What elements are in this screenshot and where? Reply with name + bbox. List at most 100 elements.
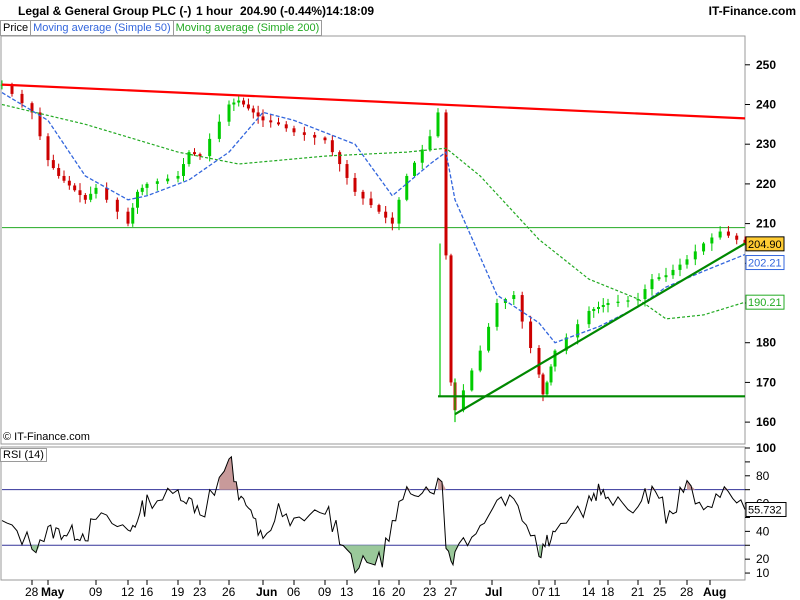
support-trendline [454,242,746,416]
candle-body [73,185,77,191]
candle-body [657,277,661,280]
price-tick-label-250: 250 [756,58,776,72]
candle-body [636,299,640,301]
candle-body [136,191,139,208]
price-tick-label-230: 230 [756,137,776,151]
candle-body [710,237,714,244]
candle-body [126,211,130,224]
candle-body [553,350,557,367]
x-tick-label-18: 18 [601,585,615,599]
resistance-trendline [1,83,746,120]
x-tick-label-21: 21 [631,585,645,599]
candle-body [198,154,202,157]
candle-body [145,183,149,188]
candle-body [743,239,747,244]
candle-body [361,191,365,199]
ma50-value-label-box [745,255,785,271]
x-tick-label-jun: Jun [256,585,277,599]
candle-body [397,199,401,224]
candle-body [693,251,697,260]
candle-body [261,116,265,121]
candle-body [94,187,98,194]
candle-body [601,304,605,307]
x-tick-label-26: 26 [222,585,236,599]
price-tick-label-210: 210 [756,217,776,231]
last-price-label-box [745,236,785,252]
price-tick-label-170: 170 [756,375,776,389]
candle-body [131,207,135,224]
candle-body [529,321,533,349]
x-tick-label-06: 06 [287,585,301,599]
x-tick-label-07: 07 [532,585,546,599]
x-tick-label-jul: Jul [485,585,502,599]
candle-body [678,264,682,270]
x-tick-label-28: 28 [680,585,694,599]
candle-body [246,104,250,109]
last-price-label: 204.90 [748,239,782,251]
x-tick-label-23: 23 [193,585,207,599]
candle-body [685,259,689,265]
legend-ma50[interactable]: Moving average (Simple 50) [30,20,174,36]
candle-body [115,199,119,212]
rsi-tick-label-10: 10 [756,566,770,580]
candle-body [140,187,144,192]
candle-body [182,164,185,176]
legend-price[interactable]: Price [0,20,32,36]
chart-header: Legal & General Group PLC (-) 1 hour 204… [0,0,800,20]
candle-body [478,350,482,371]
candle-body [89,193,93,200]
candle-body [369,198,373,206]
rsi-tick-label-20: 20 [756,552,770,566]
candle-body [487,326,491,351]
candle-body [105,187,109,200]
candle-body [461,390,465,411]
candle-body [377,205,381,212]
x-tick-label-27: 27 [444,585,458,599]
rsi-tick-label-40: 40 [756,524,770,538]
candle-body [269,120,273,123]
candle-body [176,175,180,179]
candle-body [428,136,432,150]
rsi-panel-label[interactable]: RSI (14) [0,448,47,462]
candle-body [292,128,296,133]
candle-body [702,243,706,252]
source-name: IT-Finance.com [708,4,796,18]
x-tick-label-23: 23 [423,585,437,599]
candle-body [597,306,600,309]
candle-body [323,137,327,141]
candle-body [353,177,357,192]
x-tick-label-14: 14 [582,585,596,599]
ma200-value-label: 190.21 [748,297,782,309]
candle-body [232,102,236,105]
candle-body [664,275,668,278]
rsi-tick-label-80: 80 [756,469,770,483]
candle-body [592,308,596,311]
candle-body [51,160,55,169]
x-tick-label-20: 20 [392,585,406,599]
candle-body [606,303,610,305]
candle-body [390,217,394,224]
candle-body [302,132,306,135]
legend-ma200[interactable]: Moving average (Simple 200) [172,20,323,36]
candle-body [671,269,675,276]
candle-body [420,149,424,163]
candle-body [242,100,246,105]
candle-body [20,93,24,104]
candle-body [67,180,71,186]
x-tick-label-11: 11 [548,585,561,599]
candle-body [78,190,82,196]
candle-body [650,279,654,290]
x-tick-label-09: 09 [89,585,103,599]
candle-body [541,374,545,395]
candle-body [284,124,288,129]
candle-body [643,289,647,300]
candle-body [549,366,553,383]
candle-body [30,103,34,113]
x-tick-label-25: 25 [653,585,667,599]
candle-body [449,255,453,383]
price-change: 204.90 (-0.44%) [240,4,327,18]
candle-body [166,178,170,182]
candle-body [256,112,260,117]
candle-body [38,112,42,137]
candle-body [512,295,516,300]
